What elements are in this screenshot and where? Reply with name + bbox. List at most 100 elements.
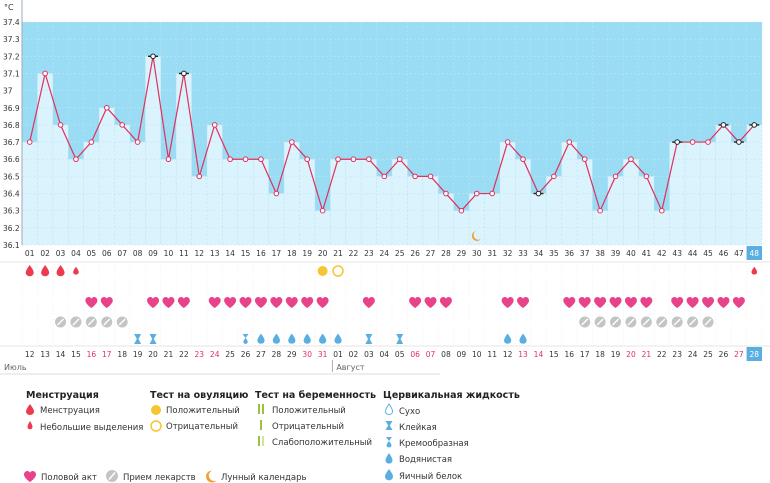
intercourse-heart-icon bbox=[640, 297, 653, 308]
medication-pill-icon bbox=[116, 316, 128, 328]
cycle-day-label: 19 bbox=[302, 249, 312, 258]
temperature-bar bbox=[453, 210, 470, 245]
cycle-day-label: 29 bbox=[457, 249, 467, 258]
cycle-day-label: 15 bbox=[241, 249, 251, 258]
cycle-day-label: 33 bbox=[518, 249, 528, 258]
temperature-bar bbox=[592, 210, 608, 245]
watery-icon bbox=[257, 333, 265, 344]
temperature-bar bbox=[577, 159, 593, 245]
intercourse-heart-icon bbox=[609, 297, 622, 308]
calendar-date-label: 16 bbox=[565, 350, 575, 359]
calendar-date-label: 22 bbox=[657, 350, 667, 359]
pill-line bbox=[581, 318, 589, 326]
cycle-day-label: 48 bbox=[750, 249, 760, 258]
cycle-day-label: 14 bbox=[225, 249, 235, 258]
temperature-point bbox=[26, 139, 33, 145]
cycle-day-label: 42 bbox=[657, 249, 667, 258]
cycle-day-label: 09 bbox=[148, 249, 158, 258]
y-tick-label: 36.3 bbox=[3, 207, 20, 216]
temperature-point bbox=[443, 190, 449, 197]
y-tick-label: 36.8 bbox=[3, 121, 20, 130]
calendar-date-label: 20 bbox=[148, 350, 158, 359]
temperature-bar bbox=[700, 142, 716, 245]
intercourse-heart-icon bbox=[270, 297, 283, 308]
calendar-date-label: 05 bbox=[395, 350, 405, 359]
watery-icon bbox=[334, 333, 342, 344]
calendar-date-label: 08 bbox=[441, 350, 451, 359]
temperature-point bbox=[366, 156, 372, 163]
temperature-bar bbox=[392, 159, 408, 245]
calendar-date-label: 20 bbox=[626, 350, 636, 359]
temperature-bar bbox=[684, 142, 701, 245]
cycle-day-label: 11 bbox=[179, 249, 189, 258]
calendar-date-label: 25 bbox=[703, 350, 713, 359]
y-tick-label: 36.9 bbox=[3, 104, 20, 113]
legend: Менструация Менструация Небольшие выделе… bbox=[24, 390, 520, 483]
intercourse-heart-icon bbox=[254, 297, 267, 308]
spotting-drop-icon bbox=[73, 266, 79, 275]
medication-pill-icon bbox=[610, 316, 622, 328]
calendar-date-label: 24 bbox=[210, 350, 220, 359]
temperature-point bbox=[288, 139, 295, 145]
cycle-day-label: 17 bbox=[272, 249, 282, 258]
intercourse-heart-icon bbox=[671, 297, 684, 308]
pill-line bbox=[642, 318, 650, 326]
pill-line bbox=[612, 318, 620, 326]
temperature-point bbox=[165, 156, 172, 163]
intercourse-heart-icon bbox=[224, 297, 237, 308]
pill-line bbox=[103, 318, 111, 326]
calendar-date-label: 22 bbox=[179, 350, 189, 359]
temperature-point bbox=[119, 122, 126, 128]
temperature-point bbox=[736, 139, 742, 145]
temperature-bar bbox=[268, 193, 285, 245]
temperature-bar bbox=[669, 142, 685, 245]
temperature-point bbox=[520, 156, 526, 163]
intercourse-heart-icon bbox=[686, 297, 699, 308]
temperature-bar bbox=[114, 124, 130, 245]
cycle-day-label: 06 bbox=[102, 249, 112, 258]
y-unit-label: °C bbox=[4, 3, 14, 12]
ovulation-negative-icon bbox=[332, 265, 344, 277]
cycle-day-label: 26 bbox=[410, 249, 420, 258]
temperature-point bbox=[242, 156, 249, 163]
calendar-date-label: 21 bbox=[164, 350, 174, 359]
cycle-day-label: 01 bbox=[25, 249, 35, 258]
calendar-date-label: 21 bbox=[642, 350, 652, 359]
temperature-point bbox=[427, 173, 434, 180]
creamy-top bbox=[242, 334, 249, 338]
pill-line bbox=[658, 318, 666, 326]
intercourse-heart-icon bbox=[501, 297, 514, 308]
calendar-date-label: 13 bbox=[40, 350, 50, 359]
legend-ovulation-title: Тест на овуляцию bbox=[150, 390, 248, 401]
cycle-day-label: 23 bbox=[364, 249, 374, 258]
intercourse-heart-icon bbox=[563, 297, 576, 308]
calendar-date-label: 23 bbox=[672, 350, 682, 359]
medication-pill-icon bbox=[70, 316, 82, 328]
cycle-day-label: 31 bbox=[487, 249, 497, 258]
calendar-date-label: 23 bbox=[195, 350, 205, 359]
temperature-bar bbox=[37, 73, 53, 245]
intercourse-heart-icon bbox=[147, 297, 160, 308]
temperature-bar bbox=[222, 159, 238, 245]
cycle-day-label: 13 bbox=[210, 249, 220, 258]
y-tick-label: 36.4 bbox=[3, 190, 20, 199]
temperature-point bbox=[751, 122, 758, 128]
cycle-day-label: 41 bbox=[642, 249, 652, 258]
temperature-point bbox=[396, 156, 403, 163]
watery-icon bbox=[288, 333, 296, 344]
temperature-point bbox=[581, 156, 588, 163]
calendar-date-label: 11 bbox=[487, 350, 497, 359]
temperature-point bbox=[103, 104, 110, 111]
temperature-point bbox=[658, 207, 665, 214]
lunar-calendar-icon bbox=[471, 231, 481, 241]
medication-pill-icon bbox=[625, 316, 637, 328]
temperature-bar bbox=[253, 159, 269, 245]
medication-pill-icon bbox=[106, 470, 118, 482]
temperature-bar bbox=[68, 159, 84, 245]
temperature-point bbox=[705, 139, 711, 145]
legend-intercourse: Половой акт bbox=[41, 473, 97, 483]
temperature-point bbox=[412, 173, 418, 180]
calendar-date-label: 27 bbox=[734, 350, 744, 359]
temperature-bar bbox=[746, 124, 762, 245]
temperature-bar bbox=[160, 159, 177, 245]
